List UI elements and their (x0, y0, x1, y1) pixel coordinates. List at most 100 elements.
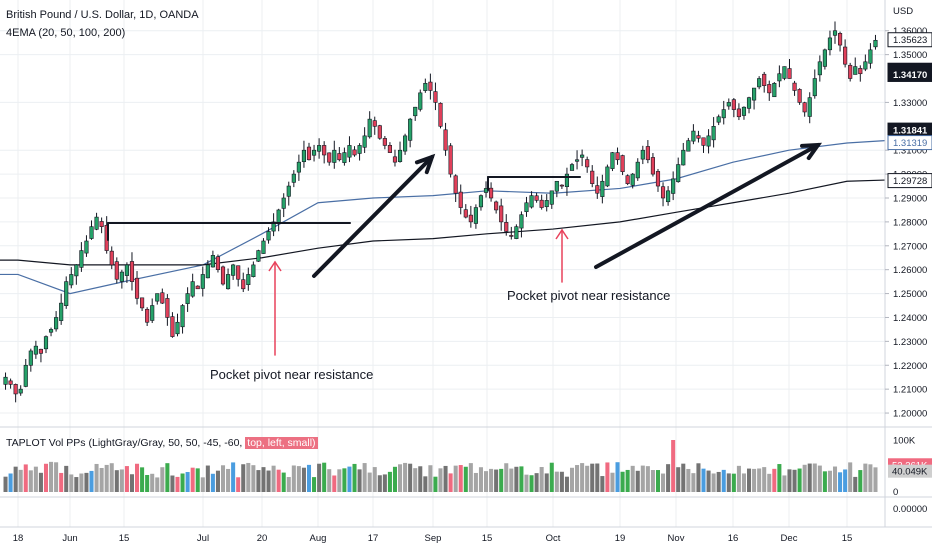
candle-body (236, 265, 241, 280)
candle-body (362, 135, 367, 148)
volume-bar (195, 468, 200, 492)
candle-body (868, 49, 873, 64)
price-tick-label: 1.24000 (893, 313, 927, 324)
user-drawings[interactable] (107, 142, 823, 356)
price-tick-label: 1.20000 (893, 409, 927, 420)
volume-bar (499, 468, 504, 492)
volume-bar (165, 463, 170, 492)
ema-line (0, 179, 886, 266)
volume-bar (8, 473, 13, 492)
candle-body (473, 207, 478, 224)
volume-bar (741, 473, 746, 492)
volume-bar (625, 469, 630, 492)
pocket-pivot-arrow-head (268, 260, 282, 272)
volume-bar (534, 473, 539, 492)
candle-body (489, 187, 494, 199)
candle-body (89, 226, 94, 239)
candle-body (494, 201, 499, 211)
candle-body (337, 153, 342, 161)
candle-body (246, 274, 251, 285)
candle-body (817, 61, 822, 76)
candle-body (757, 78, 762, 88)
volume-bar (524, 474, 529, 492)
volume-bar (155, 477, 160, 492)
volume-bar (226, 468, 231, 492)
time-tick-label: Nov (668, 533, 685, 544)
volume-bar (610, 472, 615, 492)
volume-bar (721, 469, 726, 492)
volume-bar (843, 469, 848, 492)
candle-body (706, 135, 711, 147)
time-tick-label: 17 (368, 533, 379, 544)
candle-body (54, 317, 59, 330)
volume-bar (706, 470, 711, 492)
price-badge-text: 1.31841 (893, 126, 928, 137)
volume-bar (666, 464, 671, 492)
candle-body (615, 152, 620, 161)
volume-bar (827, 470, 832, 492)
candle-body (499, 205, 504, 223)
volume-bar (276, 469, 281, 492)
volume-bar (686, 468, 691, 492)
volume-bar (190, 467, 195, 492)
volume-bar (554, 471, 559, 492)
volume-bar (160, 467, 165, 492)
candle-body (620, 155, 625, 173)
candle-body (311, 149, 317, 156)
volume-bar (241, 464, 246, 492)
candle-body (569, 164, 575, 171)
volume-bar (64, 465, 69, 492)
volume-bar (408, 463, 413, 492)
candle-body (453, 175, 458, 194)
candle-body (165, 298, 170, 318)
candle-body (848, 64, 853, 79)
price-badge-text: 1.34170 (893, 70, 927, 81)
volume-bar (327, 469, 332, 492)
volume-zero-label: 0 (893, 487, 898, 498)
chart-title: British Pound / U.S. Dollar, 1D, OANDA (6, 9, 199, 21)
price-badge-text: 1.31319 (893, 138, 927, 149)
candle-body (160, 292, 165, 304)
volume-bar (650, 470, 655, 492)
oscillator-value: 0.00000 (893, 504, 927, 515)
candle-body (655, 171, 661, 187)
candle-body (428, 81, 433, 91)
volume-bar (124, 466, 129, 492)
candle-body (671, 178, 676, 194)
candle-body (210, 255, 215, 268)
volume-bar (458, 465, 463, 492)
volume-bar (418, 466, 423, 492)
volume-bar (635, 470, 640, 492)
price-tick-label: 1.25000 (893, 289, 927, 300)
volume-bar (747, 468, 752, 492)
candle-body (271, 221, 276, 232)
candle-body (119, 271, 124, 282)
candle-body (645, 146, 650, 161)
candle-body (226, 274, 231, 290)
candle-body (352, 149, 357, 156)
candle-body (145, 308, 150, 323)
volume-bar (549, 462, 554, 492)
candle-body (64, 281, 69, 306)
volume-bar (645, 466, 650, 492)
candle-body (832, 30, 838, 36)
volume-bar (787, 469, 792, 492)
candle-body (458, 191, 463, 208)
volume-bar (18, 469, 23, 492)
volume-bar (585, 465, 590, 492)
candle-body (443, 129, 448, 151)
volume-bar (114, 470, 119, 492)
candle-body (296, 161, 301, 173)
volume-bar (489, 468, 494, 492)
time-tick-label: 16 (728, 533, 739, 544)
ema-line (0, 140, 886, 295)
volume-bar (559, 471, 564, 492)
price-badge-text: 1.35623 (893, 35, 927, 46)
candle-body (504, 222, 509, 232)
volume-bar (261, 467, 266, 492)
price-tick-label: 1.29000 (893, 193, 927, 204)
candle-body (478, 195, 484, 208)
candle-body (514, 226, 519, 239)
candle-body (625, 175, 630, 184)
